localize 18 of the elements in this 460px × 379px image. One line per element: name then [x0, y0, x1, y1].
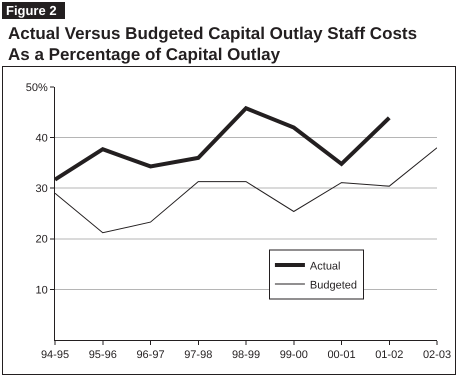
- y-tick-label: 40: [36, 132, 48, 144]
- x-tick-label: 02-03: [422, 349, 452, 362]
- y-tick-label: 10: [36, 284, 48, 296]
- caption: Figure 2: [2, 2, 65, 19]
- legend-label: Actual: [310, 260, 340, 272]
- x-tick-label: 00-01: [327, 349, 356, 362]
- x-tick-label: 94-95: [40, 349, 70, 362]
- chart-title: Actual Versus Budgeted Capital Outlay Staff Costs As a Percentage of Capital Outlay: [8, 23, 418, 65]
- x-tick-label: 96-97: [136, 349, 165, 362]
- x-tick-label: 99-00: [280, 349, 308, 362]
- x-tick-label: 95-96: [88, 349, 117, 362]
- x-tick-label: 01-02: [375, 349, 404, 362]
- y-tick-label: 50%: [26, 82, 48, 94]
- x-tick-label: 98-99: [232, 349, 260, 362]
- x-tick-label: 97-98: [184, 349, 212, 362]
- y-tick-label: 30: [36, 183, 48, 196]
- y-tick-label: 20: [36, 234, 48, 246]
- legend-label: Budgeted: [310, 279, 358, 292]
